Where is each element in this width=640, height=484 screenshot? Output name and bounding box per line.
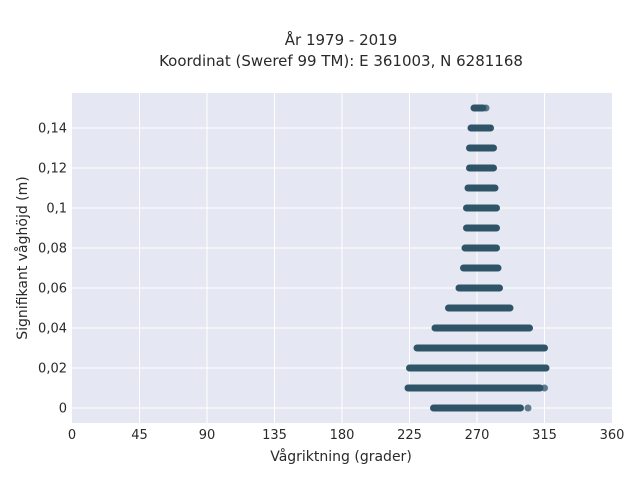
scatter-band [404, 384, 544, 392]
x-axis-ticks: 0 45 90 135 180 225 270 315 360 [68, 428, 625, 443]
scatter-point [524, 404, 532, 412]
scatter-band [464, 184, 499, 192]
x-tick-label: 0 [68, 428, 76, 443]
y-axis-ticks: 0 0,02 0,04 0,06 0,08 0,1 0,12 0,14 [38, 122, 67, 417]
x-tick-label: 135 [262, 428, 287, 443]
scatter-band [463, 204, 500, 212]
scatter-band [460, 264, 502, 272]
x-tick-label: 45 [131, 428, 148, 443]
y-tick-label: 0,14 [38, 122, 67, 137]
scatter-point [541, 384, 548, 392]
y-tick-label: 0,02 [38, 362, 67, 377]
x-axis-title: Vågriktning (grader) [270, 448, 412, 465]
data-bands [404, 104, 550, 412]
y-tick-label: 0,12 [38, 162, 67, 177]
y-axis-title: Signifikant våghöjd (m) [14, 176, 31, 339]
scatter-band [406, 364, 550, 372]
y-tick-label: 0,1 [46, 202, 67, 217]
scatter-band [430, 404, 524, 412]
x-tick-label: 360 [600, 428, 625, 443]
scatter-band [466, 164, 497, 172]
scatter-point [482, 104, 490, 112]
scatter-band [463, 224, 500, 232]
y-tick-label: 0,08 [38, 242, 67, 257]
x-tick-label: 270 [465, 428, 490, 443]
scatter-band [467, 124, 494, 132]
x-tick-label: 225 [397, 428, 422, 443]
scatter-band [445, 304, 514, 312]
scatter-band [470, 104, 487, 112]
scatter-band [461, 244, 500, 252]
x-tick-label: 90 [199, 428, 216, 443]
y-tick-label: 0 [59, 402, 67, 417]
scatter-band [466, 144, 497, 152]
scatter-band [413, 344, 548, 352]
chart-title-line-2: Koordinat (Sweref 99 TM): E 361003, N 62… [159, 52, 523, 70]
chart-title-line-1: År 1979 - 2019 [285, 30, 398, 49]
x-tick-label: 180 [330, 428, 355, 443]
y-tick-label: 0,04 [38, 322, 67, 337]
scatter-band [431, 324, 533, 332]
x-tick-label: 315 [532, 428, 557, 443]
y-tick-label: 0,06 [38, 282, 67, 297]
scatter-band [455, 284, 503, 292]
